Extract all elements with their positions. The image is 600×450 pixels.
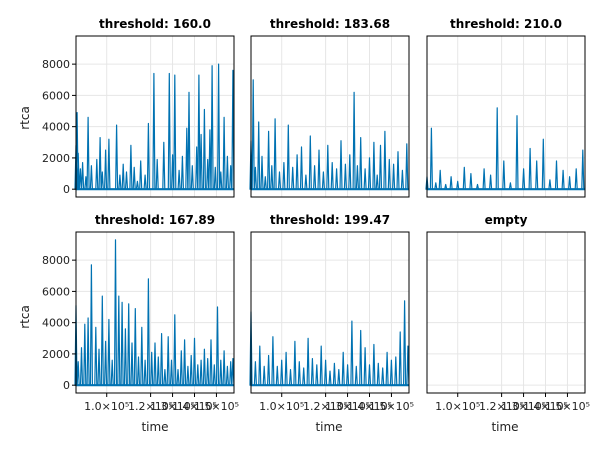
panel-4: threshold: 167.89 0 2000 4000 6000 8000 1.0×10… <box>42 213 239 413</box>
x-axis-label-1: time <box>141 420 168 434</box>
y-tick-label: 0 <box>63 379 70 392</box>
x-tick-label: 1.5×10⁵ <box>194 400 239 413</box>
x-tick-label: 1.2×10⁵ <box>303 400 348 413</box>
y-tick-label: 6000 <box>42 285 70 298</box>
panel-title: empty <box>485 213 528 227</box>
y-axis-label-top: rtca <box>18 106 32 130</box>
y-tick-label: 0 <box>63 183 70 196</box>
panel-5: threshold: 199.47 1.0×10⁵1.2×10⁵1.3×10⁵1.… <box>249 213 414 413</box>
panel-frame <box>75 231 235 394</box>
series-line <box>425 107 585 190</box>
y-tick-label: 2000 <box>42 348 70 361</box>
series-line <box>249 79 409 190</box>
y-tick-label: 2000 <box>42 152 70 165</box>
y-axis-label-bottom: rtca <box>18 305 32 329</box>
x-axis-label-3: time <box>491 420 518 434</box>
x-tick-label: 1.0×10⁵ <box>435 400 480 413</box>
panel-frame <box>250 231 410 394</box>
y-tick-label: 8000 <box>42 254 70 267</box>
panels-layer: threshold: 160.002000400060008000thresho… <box>42 17 590 413</box>
panel-title: threshold: 199.47 <box>270 213 390 227</box>
y-tick-label: 8000 <box>42 58 70 71</box>
panel-title: threshold: 183.68 <box>270 17 390 31</box>
y-tick-label: 6000 <box>42 89 70 102</box>
panel-frame <box>250 35 410 198</box>
x-tick-label: 1.0×10⁵ <box>259 400 304 413</box>
x-tick-label: 1.3×10⁵ <box>325 400 370 413</box>
x-tick-label: 1.2×10⁵ <box>128 400 173 413</box>
y-tick-label: 4000 <box>42 317 70 330</box>
x-tick-label: 1.0×10⁵ <box>84 400 129 413</box>
y-tick-label: 4000 <box>42 121 70 134</box>
x-tick-label: 1.4×10⁵ <box>172 400 217 413</box>
x-tick-label: 1.4×10⁵ <box>523 400 568 413</box>
panel-title: threshold: 210.0 <box>450 17 562 31</box>
x-tick-label: 1.3×10⁵ <box>501 400 546 413</box>
panel-3: threshold: 210.0 <box>425 17 586 198</box>
x-tick-label: 1.5×10⁵ <box>545 400 590 413</box>
panel-title: threshold: 160.0 <box>99 17 211 31</box>
panel-frame <box>426 35 586 198</box>
panel-1: threshold: 160.0 0 2000 4000 6000 8000 <box>42 17 235 198</box>
panel-title: threshold: 167.89 <box>95 213 215 227</box>
x-axis-label-2: time <box>315 420 342 434</box>
series-line <box>74 239 235 386</box>
panel-frame <box>75 35 235 198</box>
panel-frame <box>426 231 586 394</box>
panel-2: threshold: 183.68 <box>249 17 410 198</box>
x-tick-label: 1.5×10⁵ <box>369 400 414 413</box>
x-tick-label: 1.2×10⁵ <box>479 400 524 413</box>
series-line <box>249 300 410 386</box>
x-tick-label: 1.3×10⁵ <box>150 400 195 413</box>
x-tick-label: 1.4×10⁵ <box>347 400 392 413</box>
